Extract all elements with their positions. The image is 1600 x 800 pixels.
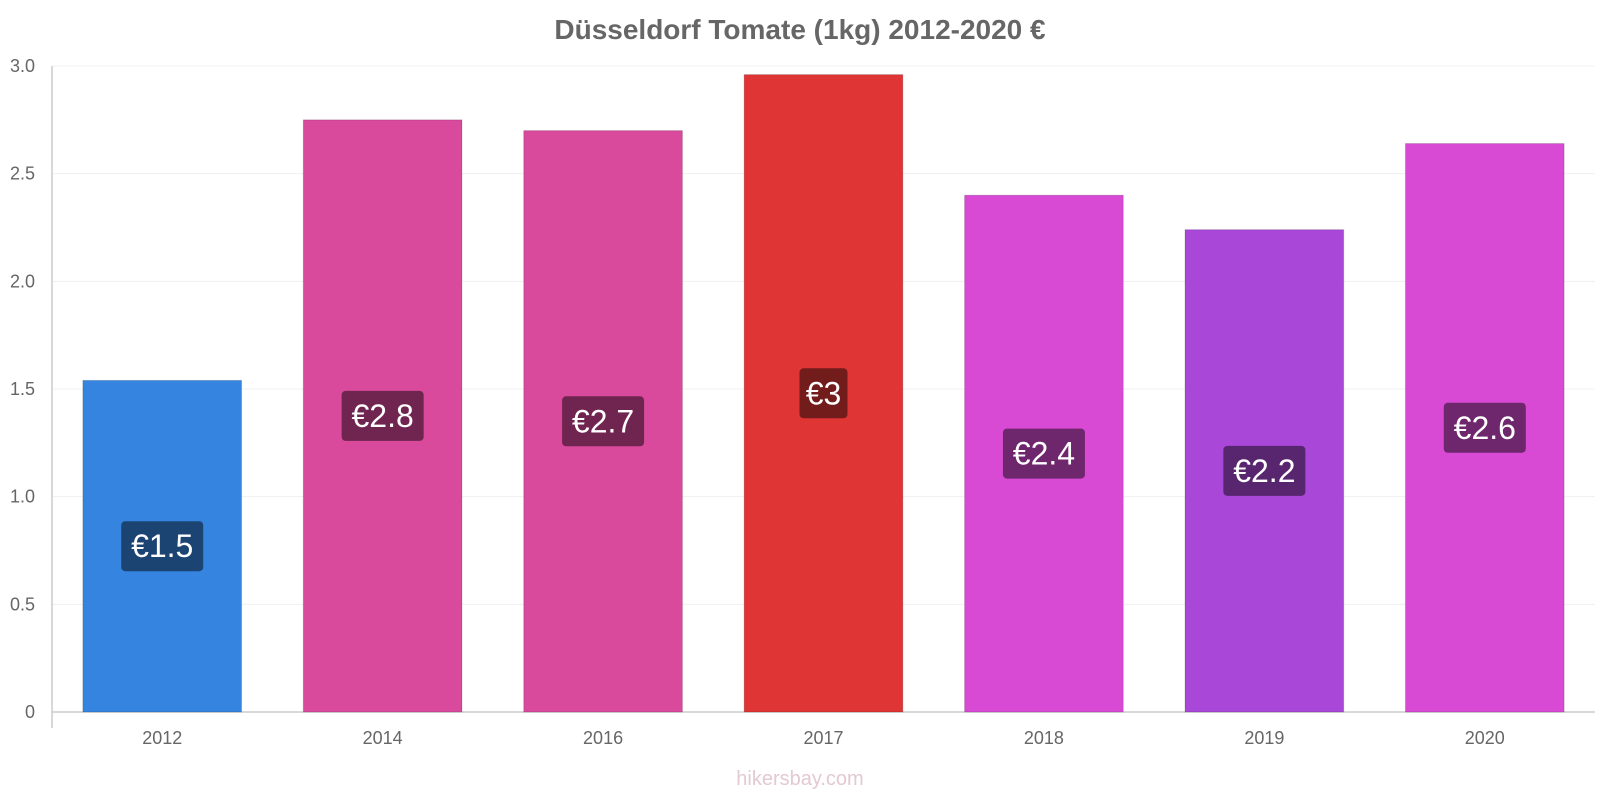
data-label: €1.5 [131,528,193,564]
y-tick-labels: 0 0.5 1.0 1.5 2.0 2.5 3.0 [10,56,35,722]
data-label-box [1002,428,1085,479]
data-label: €2.8 [352,398,414,434]
y-tick-label: 0 [25,702,35,722]
y-tick-label: 3.0 [10,56,35,76]
x-tick-label: 2017 [803,728,843,748]
data-label: €2.6 [1454,410,1516,446]
y-tick-label: 1.5 [10,379,35,399]
x-tick-label: 2020 [1465,728,1505,748]
x-tick-label: 2012 [142,728,182,748]
x-tick-label: 2018 [1024,728,1064,748]
x-tick-label: 2014 [363,728,403,748]
watermark: hikersbay.com [736,768,864,790]
y-tick-label: 1.0 [10,487,35,507]
y-tick-label: 2.5 [10,164,35,184]
data-label-box [1223,445,1306,496]
data-label-box [562,396,645,447]
y-tick-label: 2.0 [10,271,35,291]
x-tick-label: 2016 [583,728,623,748]
chart-title: Düsseldorf Tomate (1kg) 2012-2020 € [554,14,1046,45]
data-label: €2.4 [1013,436,1075,472]
data-label: €2.2 [1233,453,1295,489]
data-label: €2.7 [572,403,634,439]
data-label-box [121,521,204,572]
x-tick-labels: 2012 2014 2016 2017 2018 2019 2020 [142,728,1505,748]
y-tick-label: 0.5 [10,594,35,614]
data-label-box [1443,402,1526,453]
data-label-box [341,390,424,441]
data-labels: €1.5 €2.8 €2.7 €3 €2.4 €2.2 €2.6 [121,368,1526,572]
data-label-box [799,368,848,419]
data-label: €3 [806,375,842,411]
x-tick-label: 2019 [1244,728,1284,748]
